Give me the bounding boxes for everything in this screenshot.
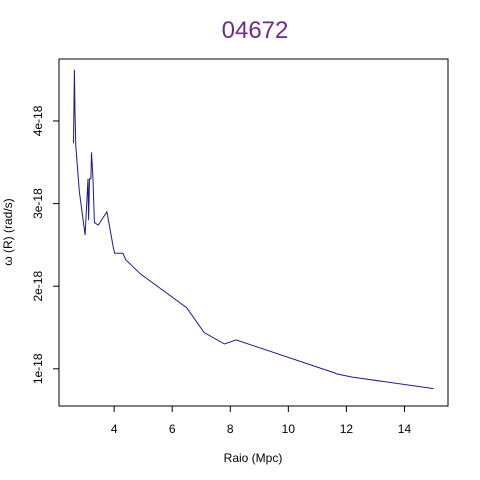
series-line bbox=[73, 69, 434, 390]
chart-title: 04672 bbox=[222, 17, 289, 44]
y-axis: 1e-18 2e-18 3e-18 4e-18 bbox=[31, 105, 59, 384]
x-tick-label: 6 bbox=[169, 422, 176, 436]
x-tick-label: 10 bbox=[282, 422, 296, 436]
x-tick-label: 14 bbox=[398, 422, 412, 436]
x-tick-label: 8 bbox=[227, 422, 234, 436]
x-axis: 4 6 8 10 12 14 bbox=[111, 406, 412, 436]
y-axis-label: ω (R) (rad/s) bbox=[1, 198, 15, 265]
x-tick-label: 4 bbox=[111, 422, 118, 436]
y-tick-label: 1e-18 bbox=[31, 353, 45, 384]
y-tick-label: 4e-18 bbox=[31, 105, 45, 136]
y-tick-label: 2e-18 bbox=[31, 271, 45, 302]
plot-frame bbox=[58, 58, 449, 407]
x-tick-label: 12 bbox=[340, 422, 354, 436]
y-tick-label: 3e-18 bbox=[31, 188, 45, 219]
x-axis-label: Raio (Mpc) bbox=[224, 451, 283, 465]
